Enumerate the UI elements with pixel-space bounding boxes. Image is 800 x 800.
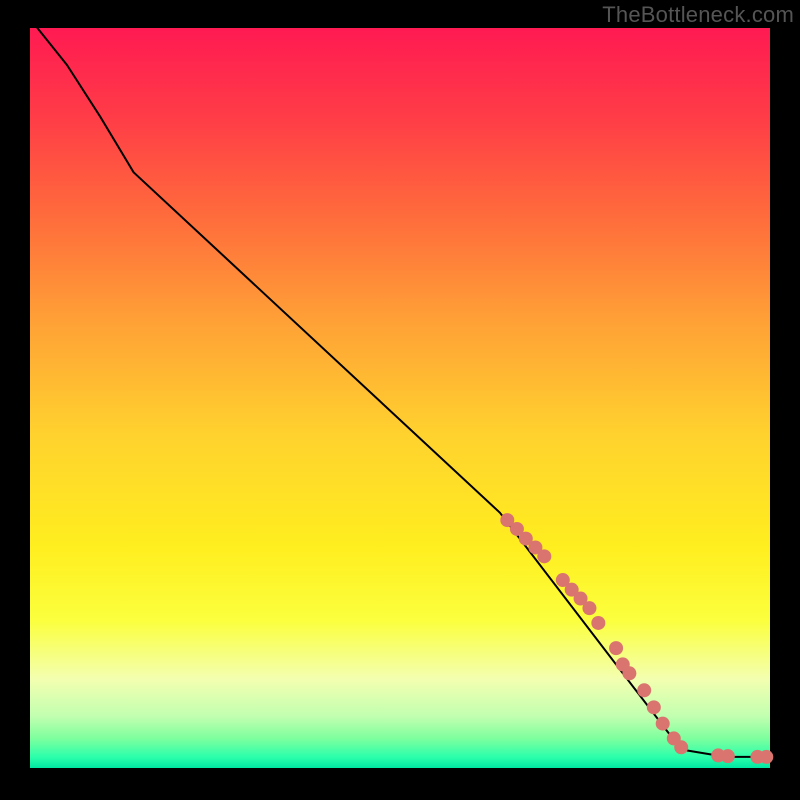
chart-svg: [0, 0, 800, 800]
data-marker: [656, 717, 670, 731]
data-marker: [637, 683, 651, 697]
watermark-text: TheBottleneck.com: [602, 2, 794, 28]
data-marker: [647, 700, 661, 714]
data-marker: [582, 601, 596, 615]
data-marker: [721, 749, 735, 763]
data-marker: [609, 641, 623, 655]
data-marker: [591, 616, 605, 630]
chart-container: TheBottleneck.com: [0, 0, 800, 800]
data-marker: [759, 750, 773, 764]
gradient-plot-area: [30, 28, 770, 768]
data-marker: [674, 740, 688, 754]
data-marker: [622, 666, 636, 680]
data-marker: [537, 549, 551, 563]
